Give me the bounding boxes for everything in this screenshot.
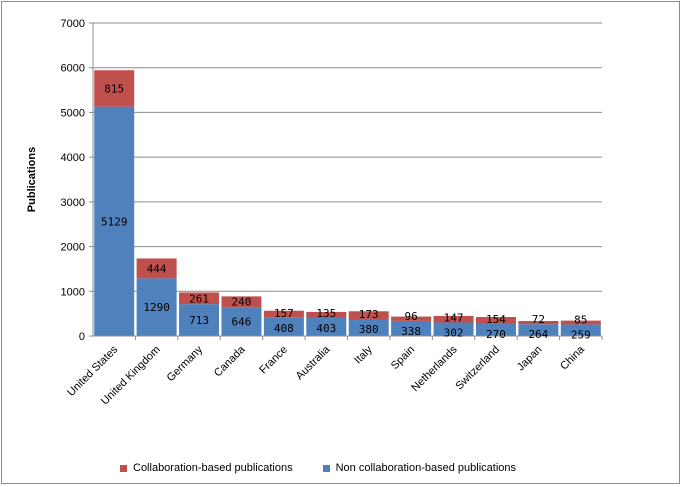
data-label: 1290 (143, 301, 170, 314)
data-label: 72 (532, 313, 545, 326)
legend-swatch (120, 464, 127, 472)
data-label: 408 (274, 322, 294, 335)
x-category-label: Japan (515, 344, 545, 374)
legend-item: Non collaboration-based publications (322, 462, 517, 474)
data-label: 338 (401, 325, 421, 338)
bar-non-collaboration (136, 278, 177, 336)
bar-non-collaboration (221, 307, 262, 336)
bar-non-collaboration (518, 324, 559, 336)
x-category-label: China (558, 343, 587, 372)
bar-collaboration (136, 258, 177, 279)
data-label: 157 (274, 307, 294, 320)
gridlines (93, 22, 602, 292)
x-category-label: Netherlands (409, 343, 460, 394)
data-label: 646 (232, 316, 252, 329)
bar-non-collaboration (179, 304, 220, 336)
legend-label: Collaboration-based publications (133, 462, 293, 474)
bar-collaboration (221, 296, 262, 308)
y-tick-label: 6000 (61, 63, 85, 75)
bar-non-collaboration (306, 317, 347, 336)
bar-collaboration (518, 320, 559, 325)
bar-non-collaboration (94, 106, 135, 336)
data-label: 85 (574, 313, 587, 326)
legend-item: Collaboration-based publications (120, 462, 293, 474)
bar-collaboration (94, 70, 135, 107)
data-label: 5129 (101, 215, 128, 228)
legend-label: Non collaboration-based publications (335, 462, 517, 474)
data-label: 380 (359, 323, 379, 336)
bar-collaboration (391, 316, 432, 321)
y-tick-label: 5000 (61, 107, 85, 119)
y-tick-label: 4000 (61, 152, 85, 164)
data-label: 261 (189, 292, 209, 305)
data-labels: 5129 815 1290 444 713 261 646 240 408 157 403 135 38… (101, 82, 591, 341)
bars (94, 70, 601, 336)
bar-non-collaboration (391, 320, 432, 336)
bar-non-collaboration (348, 319, 389, 336)
x-category-label: Spain (389, 344, 417, 372)
data-label: 135 (316, 307, 336, 320)
data-label: 240 (232, 296, 252, 309)
bar-collaboration (263, 310, 304, 318)
data-label: 270 (486, 328, 506, 341)
y-tick-label: 0 (79, 331, 85, 343)
y-tick-label: 1000 (61, 286, 85, 298)
bar-non-collaboration (475, 323, 516, 336)
data-label: 173 (359, 308, 379, 321)
data-label: 259 (571, 328, 591, 341)
x-category-label: Canada (212, 343, 248, 379)
data-label: 444 (147, 262, 167, 275)
bar-collaboration (348, 311, 389, 320)
data-label: 302 (444, 326, 464, 339)
bar-collaboration (433, 315, 474, 323)
x-category-label: Australia (294, 343, 333, 382)
bar-collaboration (306, 311, 347, 318)
data-label: 713 (189, 314, 209, 327)
x-category-label: Germany (165, 343, 206, 384)
bar-non-collaboration (263, 317, 304, 336)
data-label: 264 (528, 328, 548, 341)
bar-non-collaboration (433, 322, 474, 336)
data-label: 147 (444, 311, 464, 324)
bar-collaboration (560, 320, 601, 325)
x-category-label: Italy (352, 343, 375, 366)
bar-collaboration (475, 317, 516, 324)
y-tick-label: 3000 (61, 197, 85, 209)
data-label: 96 (405, 310, 418, 323)
axes (89, 22, 603, 340)
data-label: 815 (104, 82, 124, 95)
stacked-bar-chart: 0 1000 2000 3000 4000 5000 6000 7000 United Sta… (26, 18, 603, 407)
y-tick-label: 2000 (61, 242, 85, 254)
bar-collaboration (179, 292, 220, 305)
legend: Collaboration-based publications Non coll… (120, 461, 546, 475)
x-category-label: Switzerland (453, 344, 502, 393)
data-label: 403 (316, 322, 336, 335)
legend-swatch (322, 464, 330, 472)
y-axis-title: Publications (26, 147, 38, 212)
bar-non-collaboration (560, 324, 601, 336)
data-label: 154 (486, 313, 506, 326)
y-tick-label: 7000 (61, 18, 85, 30)
y-tick-labels: 0 1000 2000 3000 4000 5000 6000 7000 (61, 18, 85, 343)
x-category-label: France (257, 344, 290, 377)
